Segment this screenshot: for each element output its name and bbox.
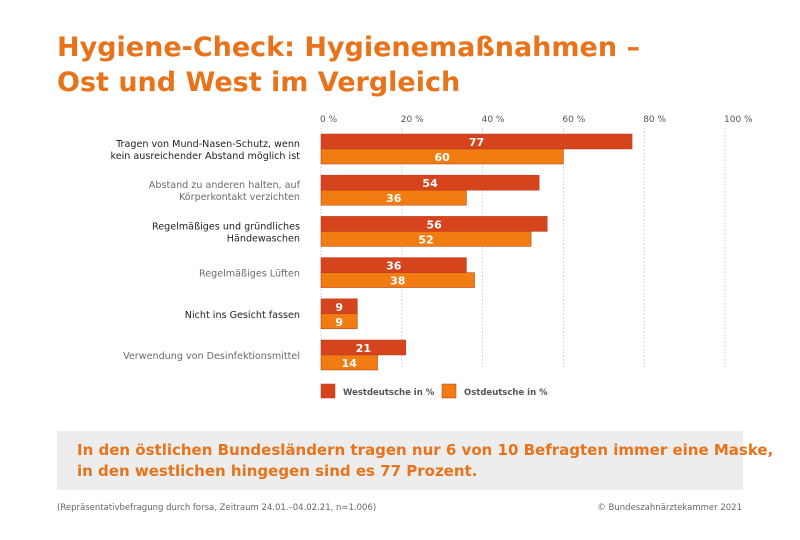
category-label: Körperkontakt verzichten: [179, 192, 300, 203]
x-tick-label: 80 %: [643, 115, 666, 125]
callout-line-1: In den östlichen Bundesländern tragen nu…: [77, 441, 774, 459]
data-label: 52: [418, 233, 433, 246]
title-line-1: Hygiene-Check: Hygienemaßnahmen –: [57, 32, 640, 63]
legend-swatch-west: [320, 383, 336, 399]
category-label: Abstand zu anderen halten, auf: [149, 180, 301, 191]
data-label: 36: [386, 192, 402, 205]
callout-line-2: in den westlichen hingegen sind es 77 Pr…: [77, 462, 478, 480]
data-label: 77: [469, 136, 484, 149]
bar-ost: [320, 231, 532, 247]
legend-label: Westdeutsche in %: [343, 388, 435, 398]
data-label: 56: [426, 218, 442, 231]
data-label: 14: [342, 357, 358, 370]
legend-label: Ostdeutsche in %: [464, 388, 548, 398]
x-tick-label: 0 %: [320, 115, 338, 125]
bar-ost: [320, 148, 564, 165]
x-tick-label: 100 %: [724, 115, 753, 125]
copyright: © Bundeszahnärztekammer 2021: [597, 503, 742, 513]
data-label: 21: [356, 342, 371, 355]
callout-text: In den östlichen Bundesländern tragen nu…: [77, 440, 774, 482]
callout-box: In den östlichen Bundesländern tragen nu…: [57, 431, 774, 490]
category-label: Händewaschen: [227, 233, 300, 244]
category-label: kein ausreichender Abstand möglich ist: [111, 151, 301, 162]
category-label: Tragen von Mund-Nasen-Schutz, wenn: [115, 139, 300, 150]
category-label: Verwendung von Desinfektionsmittel: [123, 351, 300, 362]
bar-chart: 0 % 20 % 40 % 60 % 80 % 100 % 77 60 Tragen von M…: [111, 115, 753, 399]
x-tick-label: 60 %: [562, 115, 585, 125]
data-label: 38: [390, 275, 405, 288]
bar-ost: [320, 313, 358, 330]
category-label: Regelmäßiges und gründliches: [152, 221, 300, 232]
bar-ost: [320, 189, 467, 206]
category-label: Regelmäßiges Lüften: [199, 269, 300, 280]
data-label: 9: [335, 301, 343, 314]
title-line-2: Ost und West im Vergleich: [57, 67, 461, 98]
x-tick-label: 20 %: [401, 115, 424, 125]
legend-swatch-ost: [441, 383, 457, 399]
bar-ost: [320, 354, 378, 371]
data-label: 36: [386, 260, 402, 273]
data-label: 54: [422, 177, 438, 190]
category-label: Nicht ins Gesicht fassen: [185, 310, 300, 321]
page-title: Hygiene-Check: Hygienemaßnahmen – Ost un…: [57, 30, 757, 100]
source-note: (Repräsentativbefragung durch forsa, Zei…: [57, 503, 377, 513]
data-label: 60: [435, 151, 451, 164]
bar-ost: [320, 272, 475, 288]
data-label: 9: [335, 316, 343, 329]
x-tick-label: 40 %: [482, 115, 505, 125]
